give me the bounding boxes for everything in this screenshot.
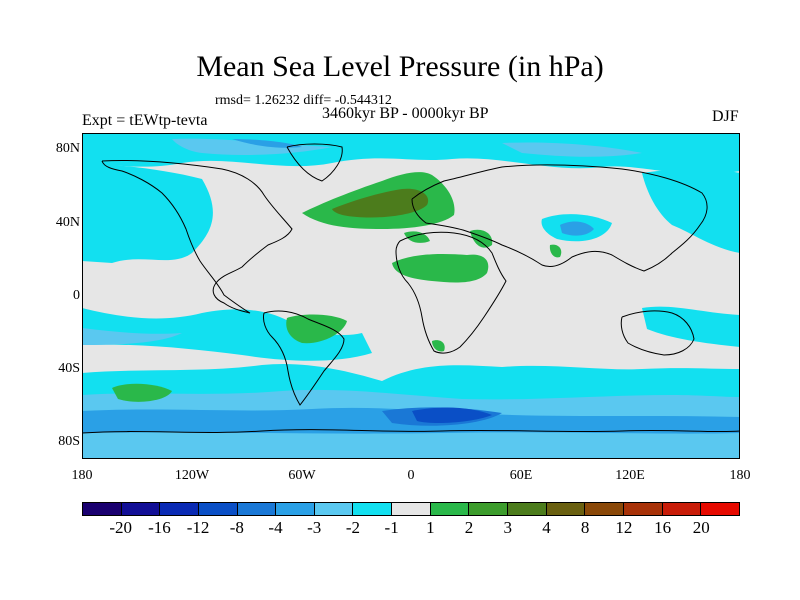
colorbar-label: 4	[542, 518, 551, 537]
colorbar-label: 3	[503, 518, 513, 537]
eurasia-coast	[411, 164, 708, 272]
lon-label-0: 0	[407, 468, 415, 483]
map-title: Mean Sea Level Pressure (in hPa)	[196, 50, 604, 83]
north-atlantic-high-core	[332, 188, 429, 218]
arctic-core-east	[502, 142, 642, 157]
colorbar-label: -16	[148, 518, 171, 537]
tibet-low-core	[560, 221, 594, 236]
colorbar-label: 16	[654, 518, 672, 537]
colorbar-label: 2	[464, 518, 474, 537]
colorbar-segment	[585, 503, 624, 515]
colorbar-segment	[160, 503, 199, 515]
colorbar-segment	[701, 503, 739, 515]
lon-label-180e: 180	[729, 468, 751, 483]
lat-label-40s: 40S	[58, 361, 80, 376]
arabia-high	[549, 244, 562, 258]
colorbar-label: -20	[109, 518, 133, 537]
colorbar-label: 8	[580, 518, 590, 537]
lon-label-60w: 60W	[288, 468, 316, 483]
colorbar-label: -12	[186, 518, 210, 537]
south-atlantic-high	[112, 383, 172, 402]
colorbar-segment	[121, 503, 161, 515]
arctic-core	[172, 138, 332, 155]
lat-label-equator: 0	[73, 288, 80, 303]
lat-label-40n: 40N	[55, 215, 80, 230]
greenland-coast	[286, 143, 343, 182]
colorbar-segment	[392, 503, 431, 515]
southern-africa-high	[432, 340, 445, 352]
lon-label-60e: 60E	[509, 468, 533, 483]
antarctic-band	[82, 432, 740, 459]
antarctica-coast	[82, 429, 740, 434]
australia-coast	[620, 310, 695, 356]
colorbar-segment	[430, 503, 470, 515]
colorbar-label: -4	[268, 518, 283, 537]
colorbar-label: -1	[384, 518, 399, 537]
lon-label-120e: 120E	[615, 468, 645, 483]
colorbar-segment	[508, 503, 547, 515]
colorbar-segment	[662, 503, 702, 515]
colorbar-segment	[276, 503, 315, 515]
colorbar-label: -3	[307, 518, 322, 537]
north-pacific-negative	[82, 163, 213, 263]
arctic-core-west	[232, 139, 302, 148]
lat-label-80s: 80S	[58, 434, 80, 449]
colorbar-label: 12	[615, 518, 633, 537]
colorbar-segment	[83, 503, 122, 515]
map-frame	[82, 133, 740, 459]
south-america-high	[286, 314, 347, 344]
mediterranean-high	[404, 231, 430, 243]
north-pacific-negative-east	[642, 169, 740, 253]
south-pacific-negative	[82, 328, 182, 345]
lat-label-80n: 80N	[55, 141, 80, 156]
colorbar-segment	[237, 503, 277, 515]
colorbar-segment	[353, 503, 393, 515]
pressure-anomaly-map	[82, 133, 740, 459]
colorbar	[82, 502, 740, 516]
east-pacific-negative	[82, 308, 372, 361]
southern-ocean-deepblue	[412, 407, 492, 423]
colorbar-label: -8	[229, 518, 244, 537]
coastlines	[82, 143, 740, 434]
colorbar-segment	[198, 503, 238, 515]
rmsd-diff-stats: rmsd= 1.26232 diff= -0.544312	[215, 93, 392, 108]
lon-label-180w: 180	[71, 468, 93, 483]
colorbar-segment	[314, 503, 354, 515]
lon-label-120w: 120W	[174, 468, 210, 483]
colorbar-label: 1	[426, 518, 435, 537]
indian-ocean-negative	[642, 306, 740, 347]
south-america-coast	[263, 310, 345, 406]
colorbar-label: 20	[692, 518, 710, 537]
colorbar-segment	[469, 503, 509, 515]
africa-coast	[395, 231, 507, 354]
colorbar-segment	[546, 503, 586, 515]
colorbar-segment	[623, 503, 663, 515]
time-period-label: 3460kyr BP - 0000kyr BP	[322, 105, 489, 122]
sahara-high	[392, 253, 489, 283]
experiment-label: Expt = tEWtp-tevta	[82, 112, 208, 129]
season-label: DJF	[712, 108, 739, 125]
colorbar-label: -2	[345, 518, 361, 537]
north-america-coast	[101, 159, 293, 314]
